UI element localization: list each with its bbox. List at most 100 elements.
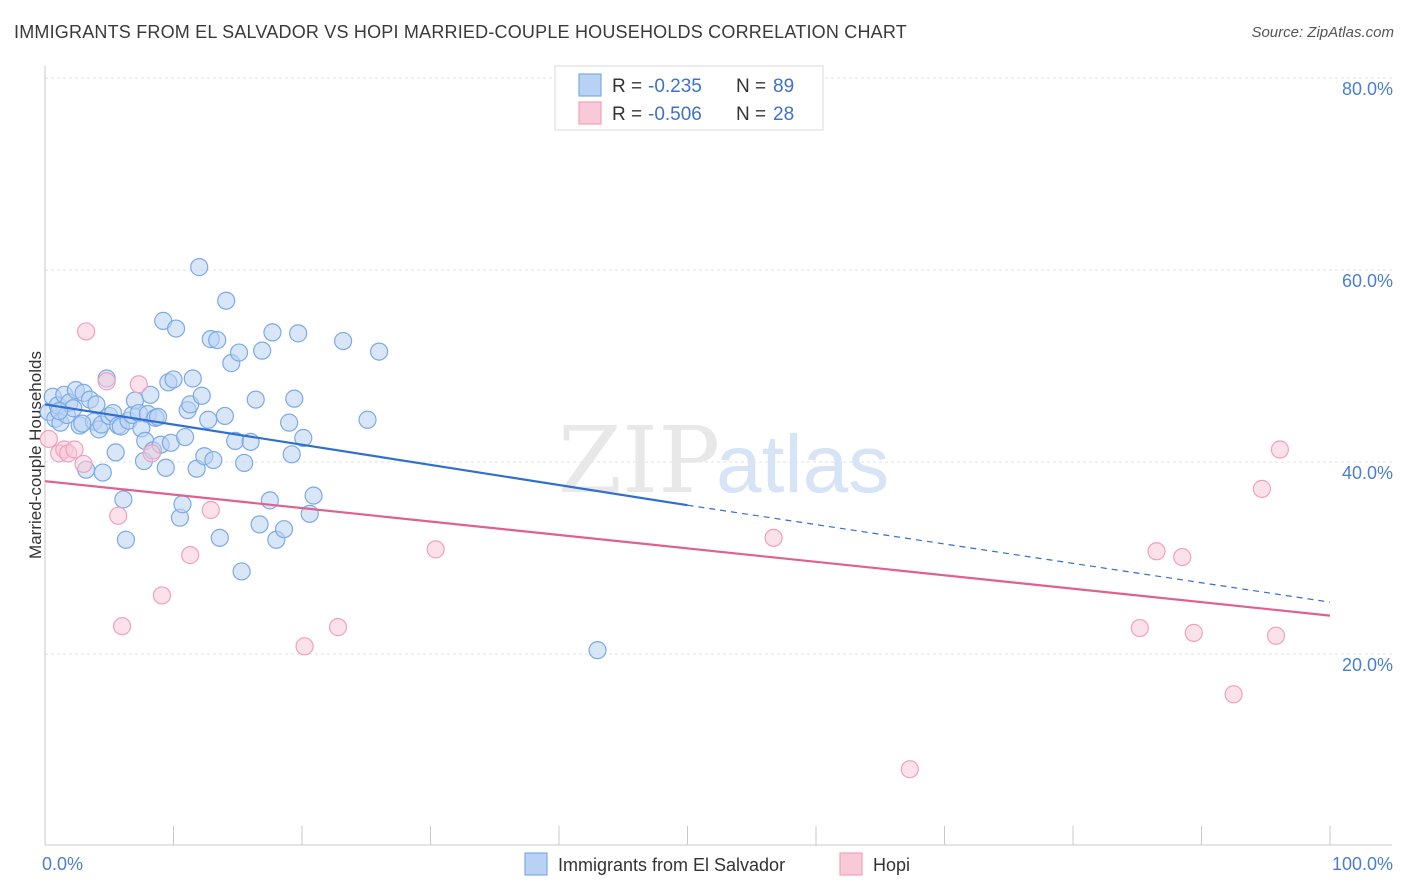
point-el-salvador	[93, 463, 112, 482]
point-el-salvador	[370, 342, 389, 361]
point-hopi	[181, 546, 200, 565]
point-el-salvador	[173, 495, 192, 514]
point-el-salvador	[304, 486, 323, 505]
point-hopi	[1147, 542, 1166, 561]
source-label: Source: ZipAtlas.com	[1251, 24, 1394, 41]
point-hopi	[1130, 618, 1149, 638]
point-hopi	[65, 440, 84, 459]
point-el-salvador	[253, 341, 272, 360]
point-el-salvador	[208, 330, 227, 350]
point-hopi	[1252, 479, 1271, 498]
trend-line-el-salvador	[44, 403, 688, 507]
trend-lines	[44, 403, 1331, 617]
point-el-salvador	[210, 528, 229, 547]
y-tick-labels: 20.0% 40.0% 60.0% 80.0%	[1342, 79, 1393, 675]
x-tick-label: 0.0%	[42, 854, 83, 874]
point-el-salvador	[274, 520, 294, 539]
x-tick-labels: 0.0% 100.0%	[42, 854, 1393, 874]
point-el-salvador	[358, 410, 377, 429]
point-hopi	[112, 617, 132, 636]
point-hopi	[201, 500, 220, 520]
legend-top: R = -0.235 N = 89 R = -0.506 N = 28	[554, 65, 824, 131]
legend-top-r-label: R =	[612, 104, 642, 125]
point-el-salvador	[156, 458, 175, 477]
y-tick-label: 40.0%	[1342, 463, 1393, 483]
point-el-salvador	[204, 450, 223, 470]
y-tick-label: 20.0%	[1342, 655, 1393, 675]
legend-bottom-swatch	[839, 852, 863, 876]
point-el-salvador	[199, 410, 218, 429]
point-hopi	[328, 618, 348, 637]
point-hopi	[152, 586, 172, 605]
watermark-zip: ZIP	[558, 407, 720, 514]
y-tick-label: 60.0%	[1342, 271, 1393, 291]
x-tick-label: 100.0%	[1332, 854, 1393, 874]
watermark-atlas: atlas	[716, 419, 889, 510]
point-el-salvador	[246, 390, 265, 409]
legend-top-r-value: -0.235	[648, 76, 702, 97]
legend-top-n-value: 28	[773, 104, 794, 125]
legend-top-n-value: 89	[773, 76, 794, 97]
legend-top-n-label: N =	[736, 76, 766, 97]
legend-top-r-label: R =	[612, 76, 642, 97]
point-hopi	[97, 372, 116, 391]
legend-top-swatch	[578, 73, 602, 97]
point-el-salvador	[588, 641, 607, 660]
trend-line-hopi	[44, 480, 1331, 617]
point-hopi	[129, 375, 148, 394]
point-hopi	[764, 528, 783, 547]
point-el-salvador	[141, 385, 160, 404]
point-hopi	[39, 429, 58, 449]
data-points	[39, 258, 1289, 779]
point-el-salvador	[250, 515, 269, 534]
point-el-salvador	[175, 427, 195, 447]
point-hopi	[1266, 626, 1286, 645]
point-el-salvador	[114, 490, 133, 509]
point-el-salvador	[164, 370, 183, 389]
point-el-salvador	[280, 413, 299, 432]
trend-line-el-salvador-extension	[687, 504, 1331, 603]
point-hopi	[1184, 623, 1203, 642]
legend-top-r-value: -0.506	[648, 104, 702, 125]
point-hopi	[1270, 440, 1289, 459]
point-hopi	[109, 506, 128, 525]
point-el-salvador	[116, 530, 136, 549]
watermark: ZIP atlas	[558, 407, 889, 514]
point-hopi	[142, 444, 161, 463]
axes	[44, 66, 1392, 846]
grid-lines	[45, 77, 1392, 655]
point-el-salvador	[106, 443, 125, 462]
legend-top-swatch	[578, 101, 602, 125]
point-hopi	[74, 454, 93, 474]
chart-title: IMMIGRANTS FROM EL SALVADOR VS HOPI MARR…	[14, 22, 907, 42]
point-el-salvador	[285, 389, 304, 408]
point-el-salvador	[73, 414, 92, 433]
legend-bottom-label: Hopi	[873, 855, 910, 875]
point-el-salvador	[235, 453, 254, 473]
legend-top-n-label: N =	[736, 104, 766, 125]
point-el-salvador	[289, 324, 308, 343]
point-el-salvador	[294, 428, 313, 448]
point-hopi	[295, 637, 314, 656]
point-el-salvador	[263, 323, 282, 342]
point-hopi	[426, 540, 445, 559]
legend-bottom: Immigrants from El Salvador Hopi	[524, 852, 910, 876]
point-el-salvador	[334, 331, 353, 351]
legend-bottom-swatch	[524, 852, 548, 876]
point-hopi	[1173, 547, 1192, 567]
point-el-salvador	[232, 562, 251, 581]
point-el-salvador	[183, 369, 202, 388]
point-hopi	[900, 760, 919, 779]
point-el-salvador	[166, 319, 186, 338]
point-el-salvador	[192, 386, 211, 405]
point-el-salvador	[282, 445, 301, 464]
point-el-salvador	[229, 343, 249, 362]
y-tick-label: 80.0%	[1342, 79, 1393, 99]
point-hopi	[77, 322, 96, 341]
legend-bottom-label: Immigrants from El Salvador	[558, 855, 785, 875]
point-el-salvador	[217, 291, 236, 310]
point-el-salvador	[215, 406, 234, 426]
point-hopi	[1224, 685, 1243, 704]
point-el-salvador	[190, 258, 209, 277]
